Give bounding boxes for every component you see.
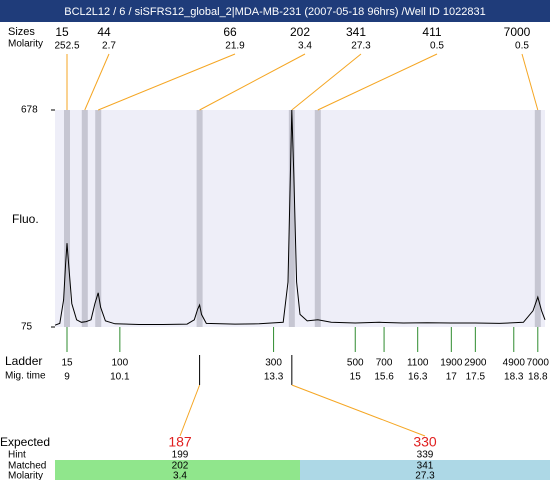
ladder-time: 18.3 — [504, 372, 524, 383]
y-tick-label: 678 — [21, 105, 38, 116]
matched-size: 341 — [417, 461, 434, 472]
ladder-size: 100 — [112, 358, 129, 369]
peak-molarity: 27.3 — [351, 41, 371, 52]
ladder-time: 15.6 — [374, 372, 394, 383]
ladder-time: 16.3 — [408, 372, 428, 383]
peak-band — [81, 110, 88, 327]
peak-band — [95, 110, 102, 327]
peak-size: 7000 — [504, 25, 531, 39]
leader-line — [84, 53, 110, 111]
time-label: Mig. time — [5, 371, 46, 382]
expected-size: 187 — [168, 434, 192, 450]
ladder-time: 17.5 — [466, 372, 486, 383]
ladder-size: 2900 — [464, 358, 487, 369]
peak-size: 66 — [223, 25, 237, 39]
size-row-label: Sizes — [8, 26, 35, 38]
ladder-time: 15 — [350, 372, 362, 383]
hint-size: 339 — [417, 450, 434, 461]
peak-molarity: 3.4 — [298, 41, 312, 52]
ladder-size: 1900 — [440, 358, 463, 369]
expected-leader — [291, 384, 426, 437]
matched-band — [300, 460, 550, 480]
hint-size: 199 — [172, 450, 189, 461]
y-tick-label: 75 — [21, 322, 33, 333]
ladder-time: 17 — [446, 372, 458, 383]
row-label: Matched — [8, 461, 46, 472]
matched-molarity: 27.3 — [415, 471, 435, 480]
peak-size: 411 — [422, 25, 441, 39]
row-label: Hint — [8, 450, 26, 461]
expected-size: 330 — [413, 434, 437, 450]
molarity-row-label: Molarity — [8, 39, 43, 50]
y-axis-label: Fluo. — [12, 212, 39, 226]
peak-molarity: 21.9 — [225, 41, 245, 52]
ladder-size: 700 — [376, 358, 393, 369]
ladder-time: 9 — [64, 372, 70, 383]
ladder-time: 13.3 — [264, 372, 284, 383]
leader-line — [317, 53, 438, 111]
ladder-size: 7000 — [527, 358, 550, 369]
ladder-time: 18.8 — [528, 372, 548, 383]
ladder-size: 1100 — [407, 358, 429, 369]
ladder-label: Ladder — [5, 354, 42, 368]
peak-molarity: 252.5 — [54, 41, 79, 52]
row-label: Expected — [0, 435, 50, 449]
peak-band — [314, 110, 321, 327]
peak-molarity: 0.5 — [515, 41, 529, 52]
ladder-size: 500 — [347, 358, 364, 369]
peak-size: 202 — [290, 25, 310, 39]
ladder-size: 300 — [265, 358, 282, 369]
peak-band — [196, 110, 203, 327]
peak-size: 44 — [97, 25, 111, 39]
leader-line — [521, 53, 539, 111]
leader-line — [199, 53, 306, 111]
ladder-size: 4900 — [503, 358, 526, 369]
ladder-size: 15 — [61, 358, 73, 369]
matched-size: 202 — [172, 461, 189, 472]
matched-molarity: 3.4 — [173, 471, 187, 480]
matched-band — [55, 460, 300, 480]
peak-band — [64, 110, 71, 327]
ladder-time: 10.1 — [110, 372, 130, 383]
peak-band — [288, 110, 295, 327]
peak-size: 341 — [346, 25, 366, 39]
peak-size: 15 — [55, 25, 69, 39]
row-label: Molarity — [8, 471, 43, 480]
title-bar — [0, 0, 550, 22]
peak-band — [534, 110, 541, 327]
plot-area — [55, 110, 545, 327]
chart-title: BCL2L12 / 6 / siSFRS12_global_2|MDA-MB-2… — [64, 6, 486, 18]
leader-line — [98, 53, 236, 111]
trace — [54, 109, 546, 326]
peak-molarity: 0.5 — [430, 41, 444, 52]
leader-line — [291, 53, 362, 111]
peak-molarity: 2.7 — [102, 41, 116, 52]
expected-leader — [179, 384, 201, 437]
